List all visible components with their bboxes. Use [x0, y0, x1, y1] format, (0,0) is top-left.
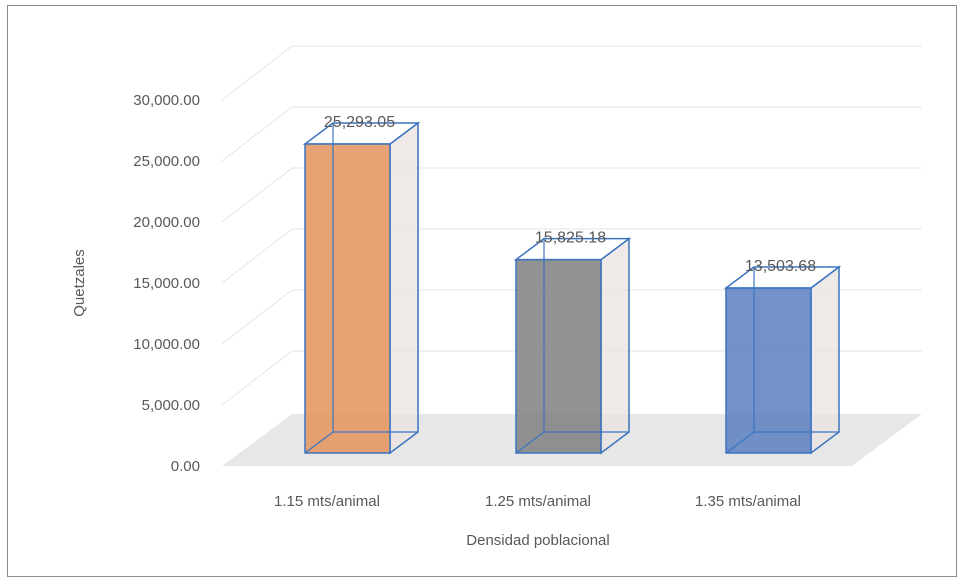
- bar-side-face: [600, 237, 630, 455]
- gridline-diagonal: [221, 106, 293, 162]
- y-tick-label: 15,000.00: [133, 275, 200, 292]
- data-labels: 25,293.05 15,825.18 13,503.68: [324, 114, 816, 275]
- data-label: 13,503.68: [745, 258, 816, 275]
- x-axis-title: Densidad poblacional: [466, 532, 609, 549]
- x-category-label: 1.15 mts/animal: [274, 493, 380, 510]
- y-tick-label: 25,000.00: [133, 153, 200, 170]
- bar-floor-edge: [725, 431, 755, 454]
- y-tick-label: 10,000.00: [133, 336, 200, 353]
- bar-1: [302, 121, 421, 455]
- bars: [302, 121, 842, 455]
- bar-side-face: [389, 121, 419, 455]
- y-axis-title: Quetzales: [71, 249, 88, 317]
- y-tick-label: 30,000.00: [133, 92, 200, 109]
- bar-floor-edge: [304, 431, 334, 454]
- bar-2: [513, 237, 632, 455]
- y-tick-label: 0.00: [171, 458, 200, 475]
- x-category-label: 1.35 mts/animal: [695, 493, 801, 510]
- data-label: 15,825.18: [535, 230, 606, 247]
- gridline-diagonal: [221, 45, 293, 101]
- bar-3: [723, 265, 842, 455]
- gridline-diagonal: [221, 167, 293, 223]
- bar-floor-edge: [515, 431, 545, 454]
- y-axis-ticks: 0.00 5,000.00 10,000.00 15,000.00 20,000.00 2…: [133, 92, 200, 475]
- bar-front-face: [725, 287, 812, 454]
- gridline-diagonal: [221, 289, 293, 345]
- x-category-label: 1.25 mts/animal: [485, 493, 591, 510]
- gridline-diagonal: [221, 228, 293, 284]
- bar-front-face: [304, 143, 391, 454]
- bar-side-face: [810, 265, 840, 455]
- bar-front-face: [515, 258, 602, 454]
- x-axis-categories: 1.15 mts/animal 1.25 mts/animal 1.35 mts/a…: [274, 493, 801, 510]
- gridline-diagonal: [221, 350, 293, 406]
- y-tick-label: 20,000.00: [133, 214, 200, 231]
- data-label: 25,293.05: [324, 114, 395, 131]
- y-tick-label: 5,000.00: [142, 397, 200, 414]
